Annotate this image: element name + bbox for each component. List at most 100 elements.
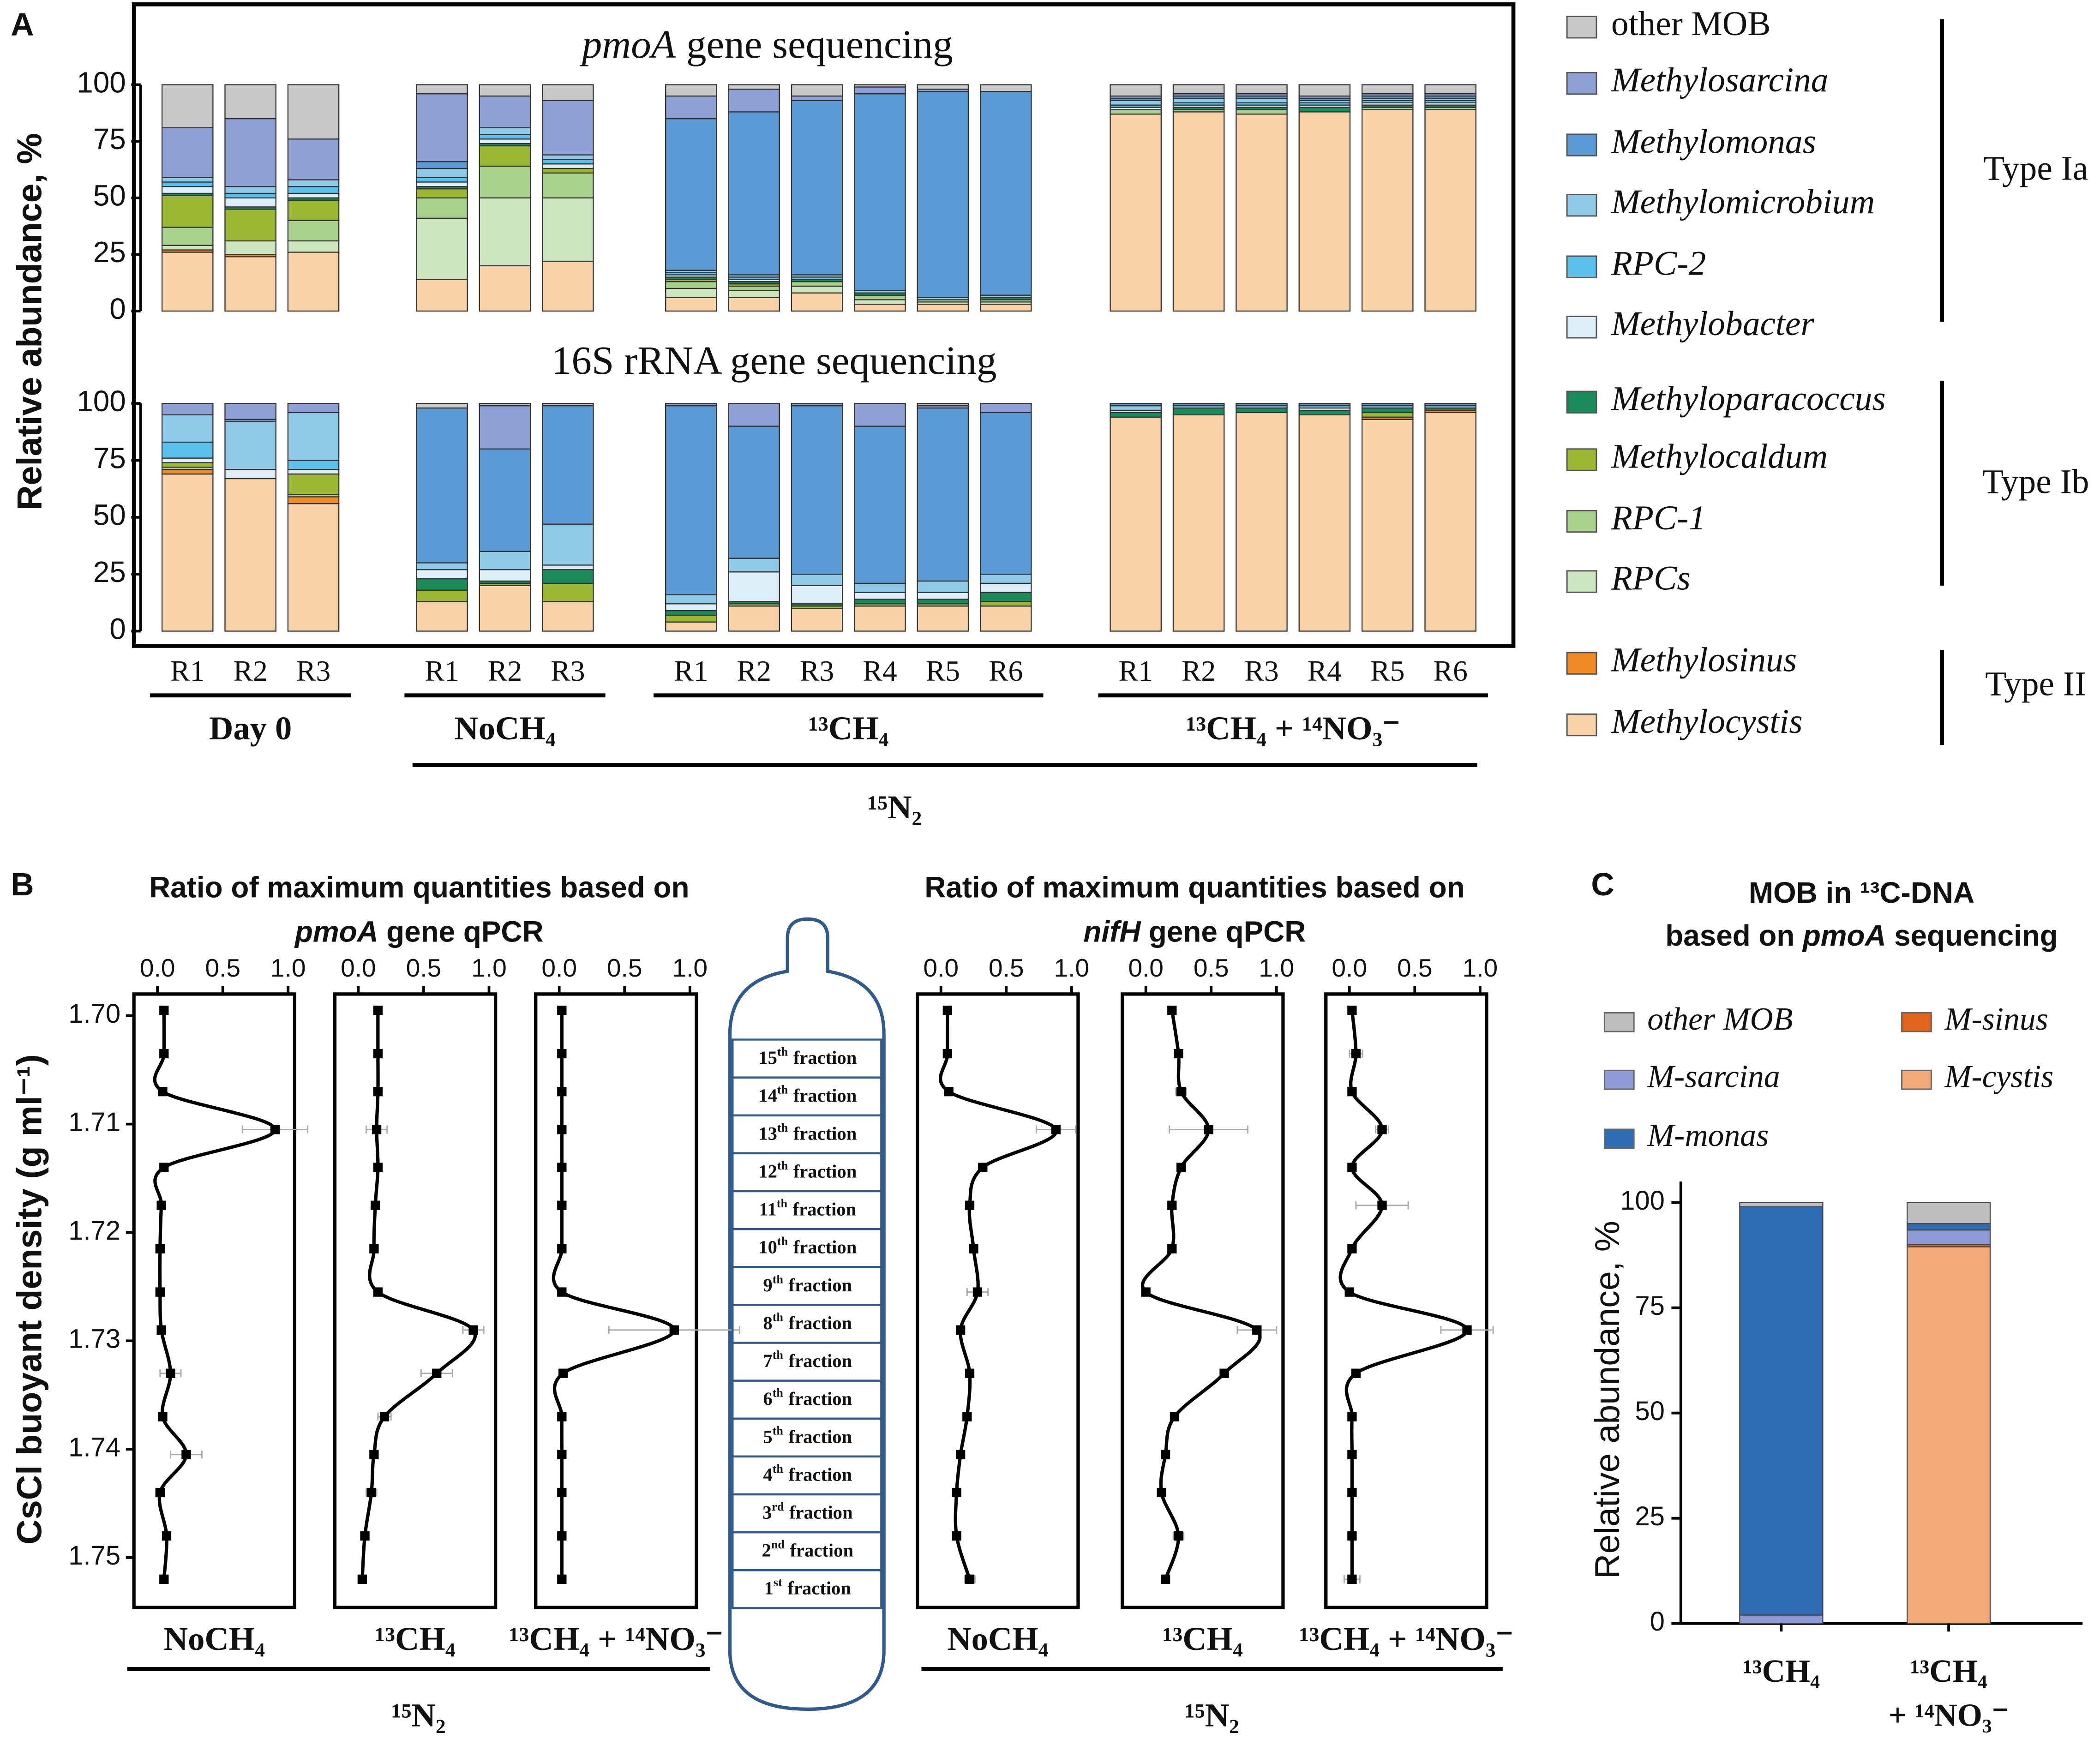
bar-segment xyxy=(1172,407,1225,416)
bar-segment xyxy=(1424,403,1476,407)
x-tick-label: R2 xyxy=(488,654,522,687)
bar-segment xyxy=(224,403,276,420)
bar-segment xyxy=(479,405,531,450)
bar-segment xyxy=(1906,1202,1991,1224)
data-point xyxy=(156,1200,166,1210)
bar-segment xyxy=(542,172,594,198)
bar-segment xyxy=(161,462,214,468)
data-point xyxy=(166,1368,175,1378)
fraction-suffix: th xyxy=(773,1424,784,1438)
bar-segment xyxy=(791,607,843,632)
y-tick-label: 50 xyxy=(93,179,126,212)
bar-segment xyxy=(542,260,594,312)
data-point xyxy=(373,1087,383,1097)
bar-segment xyxy=(854,426,906,584)
fraction-label: 6th fraction xyxy=(763,1386,852,1409)
legend-label: Methylosarcina xyxy=(1611,61,1829,99)
bar-segment xyxy=(479,569,531,582)
data-point xyxy=(1167,1005,1177,1015)
data-point xyxy=(1347,1574,1357,1584)
bar-segment xyxy=(287,503,340,632)
bar-segment xyxy=(542,100,594,156)
x-tick-label: 0.5 xyxy=(989,953,1024,982)
fraction-number: 2 xyxy=(762,1540,771,1561)
chart-title: MOB in ¹³C-DNA xyxy=(1749,876,1974,909)
bar-segment xyxy=(728,426,780,559)
bar-segment xyxy=(224,209,276,242)
fraction-suffix: th xyxy=(777,1083,788,1097)
bar-segment xyxy=(1424,109,1476,312)
fraction-number: 7 xyxy=(763,1350,772,1371)
fraction-label: 7th fraction xyxy=(763,1348,852,1371)
fraction-word: fraction xyxy=(789,1388,852,1409)
data-point xyxy=(557,1125,567,1134)
x-tick-label: R3 xyxy=(296,654,331,687)
treatment-label: ¹⁵N₂ xyxy=(1185,1696,1239,1733)
title-rest: sequencing xyxy=(1894,919,2058,952)
bar-segment xyxy=(287,138,340,180)
data-point xyxy=(965,1200,975,1210)
data-point xyxy=(468,1325,478,1335)
y-tick-label: 1.72 xyxy=(68,1216,120,1246)
bar-segment xyxy=(479,165,531,198)
bar-segment xyxy=(542,159,594,165)
bar-segment xyxy=(1298,403,1351,407)
data-point xyxy=(1377,1200,1387,1210)
fraction-label: 2nd fraction xyxy=(762,1538,854,1561)
x-tick-label: 1.0 xyxy=(672,953,708,982)
data-point xyxy=(155,1287,165,1297)
y-tick-label: 50 xyxy=(1635,1396,1665,1426)
panel-name: NoCH₄ xyxy=(947,1620,1048,1657)
legend-swatch xyxy=(1566,255,1597,278)
bar-segment xyxy=(728,403,780,427)
y-tick-label: 75 xyxy=(93,122,126,156)
bar-segment xyxy=(287,240,340,253)
bar-segment xyxy=(1361,407,1414,414)
bar-segment xyxy=(791,285,843,294)
bar-segment xyxy=(161,181,214,187)
group-label: NoCH₄ xyxy=(454,709,555,747)
bar-segment xyxy=(665,594,717,605)
x-tick-label: R6 xyxy=(1433,654,1467,687)
bar-segment xyxy=(287,473,340,495)
bar-segment xyxy=(665,84,717,97)
y-tick-label: 0 xyxy=(109,292,126,325)
title-italic: pmoA xyxy=(579,22,676,66)
bar-segment xyxy=(854,304,906,312)
legend-swatch xyxy=(1566,510,1597,533)
fraction-word: fraction xyxy=(789,1427,852,1447)
bar-segment xyxy=(1110,109,1162,115)
data-point xyxy=(942,1049,952,1059)
data-point xyxy=(1252,1325,1262,1335)
bar-segment xyxy=(854,294,906,300)
fraction-number: 10 xyxy=(758,1237,777,1258)
bar-segment xyxy=(728,290,780,298)
fraction-suffix: th xyxy=(777,1045,788,1059)
data-point xyxy=(1051,1125,1061,1134)
panel-name: NoCH₄ xyxy=(164,1620,265,1657)
bar-segment xyxy=(161,245,214,251)
legend-label: M-sarcina xyxy=(1647,1059,1780,1095)
legend-label: Methylocaldum xyxy=(1611,437,1828,475)
title-rest: gene sequencing xyxy=(686,22,953,66)
title-rest: gene qPCR xyxy=(386,915,543,948)
legend-label: Methylosinus xyxy=(1611,641,1797,679)
bar-segment xyxy=(542,197,594,262)
data-point xyxy=(1141,1287,1151,1297)
data-point xyxy=(366,1487,376,1498)
bar-segment xyxy=(917,403,969,407)
fraction-label: 11th fraction xyxy=(759,1197,856,1220)
plot-frame xyxy=(916,992,1080,1609)
bar-segment xyxy=(854,93,906,291)
fraction-number: 3 xyxy=(762,1502,772,1523)
fraction-word: fraction xyxy=(793,1199,857,1220)
x-tick-label: 0.5 xyxy=(607,953,642,982)
bar-segment xyxy=(1361,403,1414,407)
bar-segment xyxy=(917,304,969,312)
bar-segment xyxy=(854,299,906,305)
bar-segment xyxy=(979,582,1032,593)
bar-segment xyxy=(979,403,1032,414)
bar-segment xyxy=(917,592,969,600)
bar-segment xyxy=(161,473,214,632)
bar-segment xyxy=(1361,84,1414,95)
